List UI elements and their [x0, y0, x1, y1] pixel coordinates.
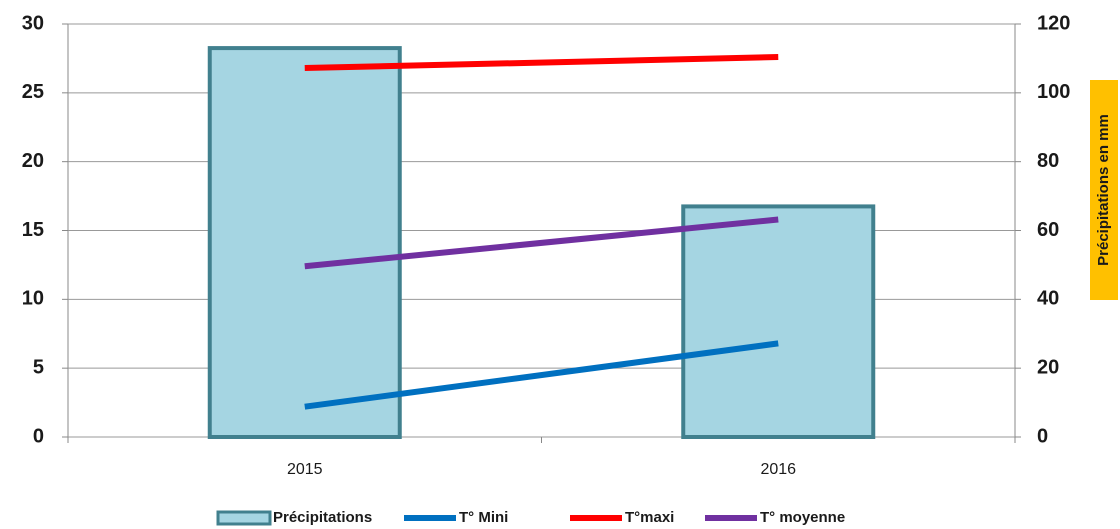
y-tick-label: 5	[33, 356, 44, 378]
y2-tick-label: 80	[1037, 150, 1059, 172]
y2-tick-label: 20	[1037, 356, 1059, 378]
legend-swatch	[216, 510, 272, 526]
x-tick-label: 2016	[760, 461, 796, 478]
legend-label: T°maxi	[625, 509, 674, 526]
y2-tick-label: 0	[1037, 425, 1048, 447]
y-tick-label: 20	[22, 150, 44, 172]
legend-label: Précipitations	[273, 509, 372, 526]
y-tick-label: 15	[22, 219, 44, 241]
line	[304, 340, 779, 410]
line	[304, 54, 779, 72]
y-tick-label: 0	[33, 425, 44, 447]
y2-tick-label: 40	[1037, 288, 1059, 310]
legend-label: T° moyenne	[760, 509, 845, 526]
y-tick-label: 10	[22, 288, 44, 310]
y2-tick-label: 100	[1037, 81, 1070, 103]
y2-tick-label: 120	[1037, 12, 1070, 34]
x-tick-label: 2015	[287, 461, 323, 478]
y2-tick-label: 60	[1037, 219, 1059, 241]
legend-label: T° Mini	[459, 509, 508, 526]
bar	[681, 204, 876, 439]
y2-axis-label: Précipitations en mm	[1095, 114, 1112, 266]
y2-label-box	[1090, 80, 1118, 300]
bar	[207, 46, 402, 439]
line	[304, 216, 779, 270]
y-tick-label: 25	[22, 81, 44, 103]
y-tick-label: 30	[22, 12, 44, 34]
